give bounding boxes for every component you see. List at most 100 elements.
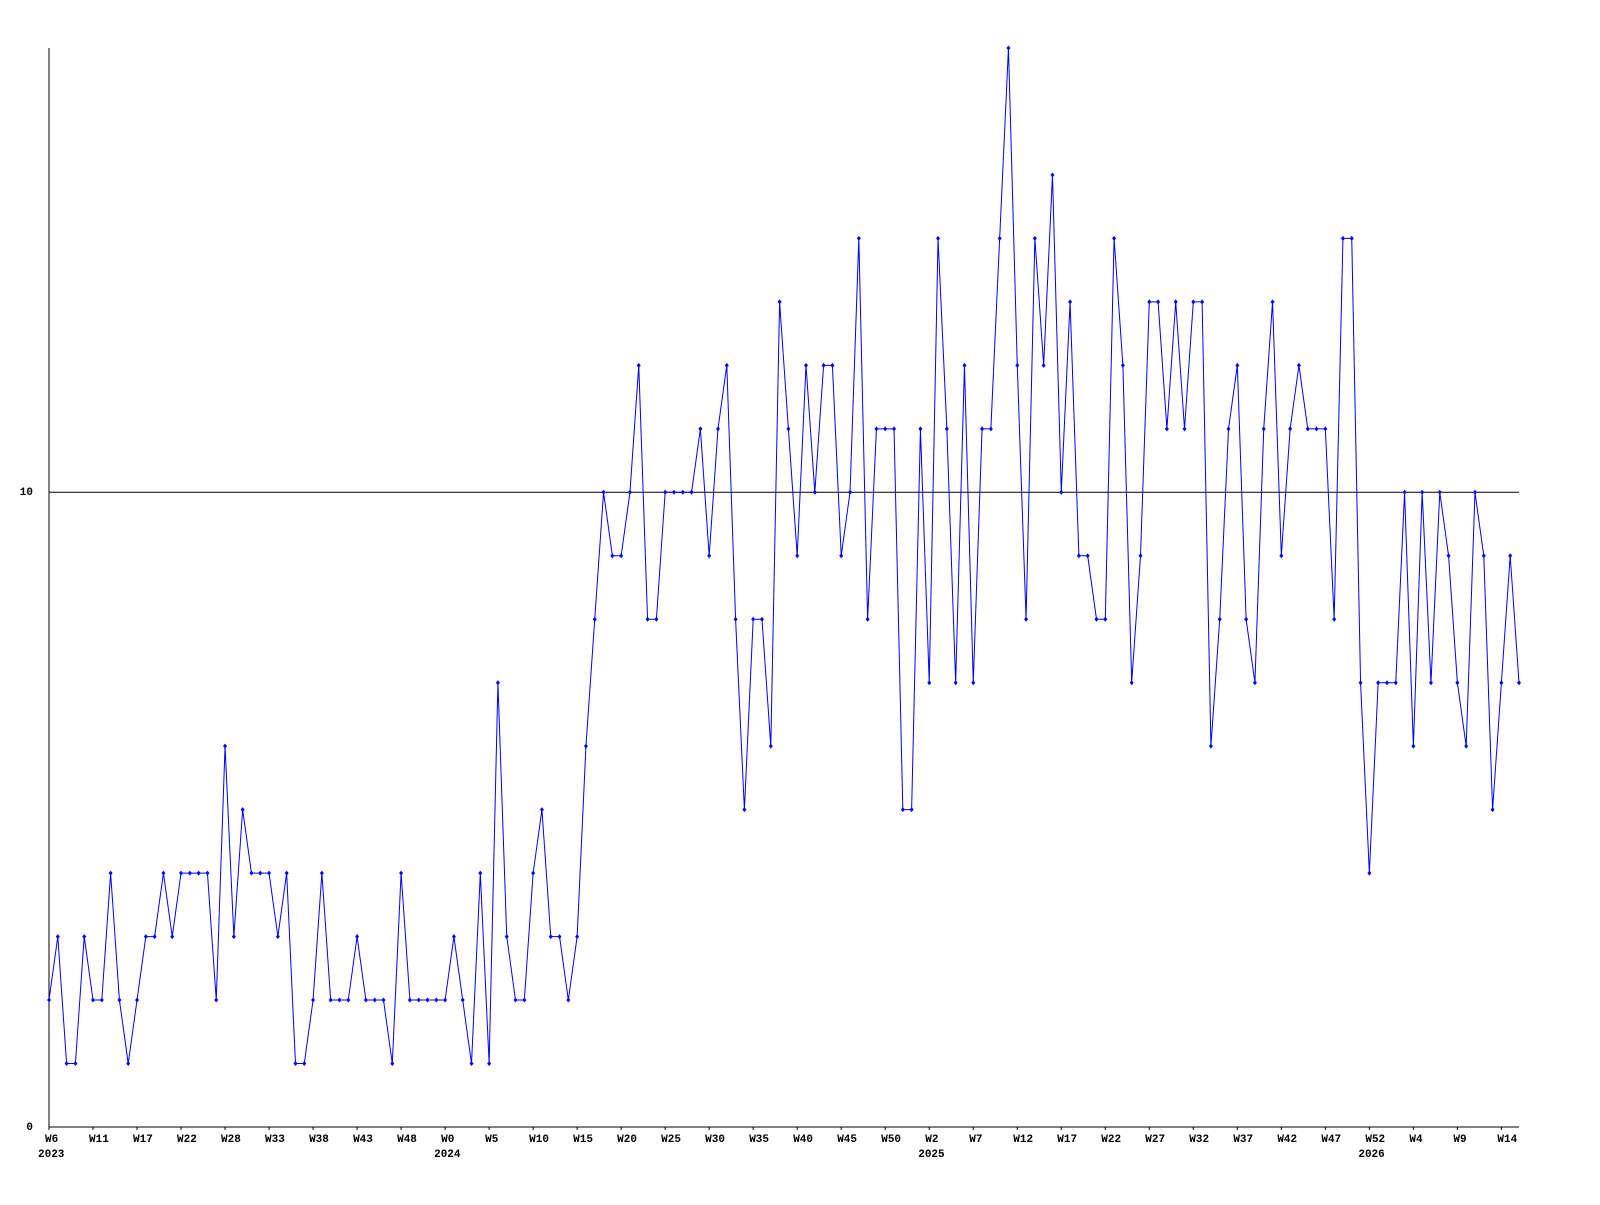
data-point: [187, 870, 192, 876]
data-point: [460, 997, 465, 1003]
data-point: [1235, 362, 1240, 368]
data-point: [1094, 616, 1099, 622]
data-point: [47, 997, 51, 1003]
x-tick-label: W48: [397, 1134, 417, 1146]
data-point: [900, 807, 905, 813]
x-year-label: 2024: [434, 1149, 461, 1161]
data-point: [1191, 299, 1196, 305]
data-point: [55, 934, 60, 940]
data-point: [425, 997, 430, 1003]
data-point: [1332, 616, 1337, 622]
data-point: [469, 1061, 474, 1067]
data-point: [495, 680, 500, 686]
data-point: [231, 934, 236, 940]
data-point: [980, 426, 985, 432]
data-point: [751, 616, 756, 622]
x-tick-label: W15: [573, 1134, 593, 1146]
data-point: [918, 426, 923, 432]
x-tick-label: W7: [969, 1134, 982, 1146]
data-point: [64, 1061, 69, 1067]
data-point: [795, 553, 800, 559]
data-point: [715, 426, 720, 432]
data-point: [258, 870, 263, 876]
x-tick-label: W45: [837, 1134, 857, 1146]
data-point: [1032, 235, 1037, 241]
data-point: [99, 997, 104, 1003]
x-tick-label: W35: [749, 1134, 769, 1146]
data-point: [663, 489, 668, 495]
data-point: [73, 1061, 78, 1067]
x-tick-label: W25: [661, 1134, 681, 1146]
data-point: [399, 870, 404, 876]
data-point: [1472, 489, 1477, 495]
data-point: [434, 997, 439, 1003]
data-point: [267, 870, 272, 876]
data-point: [997, 235, 1002, 241]
data-point: [927, 680, 932, 686]
data-point: [1464, 743, 1469, 749]
data-point: [1305, 426, 1310, 432]
data-point: [1024, 616, 1029, 622]
x-tick-label: W17: [133, 1134, 153, 1146]
data-point: [1314, 426, 1319, 432]
data-point: [179, 870, 184, 876]
data-point: [610, 553, 615, 559]
x-tick-label: W5: [485, 1134, 499, 1146]
x-tick-label: W9: [1453, 1134, 1466, 1146]
x-tick-label: W4: [1409, 1134, 1423, 1146]
x-tick-label: W17: [1057, 1134, 1077, 1146]
x-tick-label: W27: [1145, 1134, 1165, 1146]
data-point: [1261, 426, 1266, 432]
x-tick-label: W43: [353, 1134, 373, 1146]
data-point: [522, 997, 527, 1003]
data-point: [1138, 553, 1143, 559]
data-point: [1340, 235, 1345, 241]
x-tick-label: W50: [881, 1134, 901, 1146]
data-point: [1015, 362, 1020, 368]
data-point: [117, 997, 122, 1003]
data-point: [768, 743, 773, 749]
data-point: [1499, 680, 1504, 686]
data-point: [372, 997, 377, 1003]
data-point: [1411, 743, 1416, 749]
data-point: [161, 870, 166, 876]
data-point: [1112, 235, 1117, 241]
x-year-label: 2026: [1358, 1149, 1384, 1161]
data-point: [451, 934, 456, 940]
data-point: [1367, 870, 1372, 876]
x-tick-label: W47: [1321, 1134, 1341, 1146]
data-point: [1455, 680, 1460, 686]
data-point: [284, 870, 289, 876]
data-point: [1200, 299, 1205, 305]
data-point: [1050, 172, 1055, 178]
data-point: [205, 870, 210, 876]
data-point: [240, 807, 245, 813]
data-point: [143, 934, 148, 940]
data-point: [786, 426, 791, 432]
data-point: [337, 997, 342, 1003]
data-point: [1420, 489, 1425, 495]
data-point: [874, 426, 879, 432]
x-year-label: 2025: [918, 1149, 945, 1161]
data-point: [293, 1061, 298, 1067]
data-point: [636, 362, 641, 368]
data-point: [1384, 680, 1389, 686]
data-point: [1270, 299, 1275, 305]
x-tick-label: W22: [1101, 1134, 1121, 1146]
x-year-label: 2023: [38, 1149, 65, 1161]
data-point: [1226, 426, 1231, 432]
data-point: [583, 743, 588, 749]
data-point: [759, 616, 764, 622]
data-point: [839, 553, 844, 559]
x-tick-label: W6: [45, 1134, 58, 1146]
data-point: [1296, 362, 1301, 368]
data-point: [91, 997, 96, 1003]
data-point: [909, 807, 914, 813]
data-point: [821, 362, 826, 368]
data-point: [1508, 553, 1513, 559]
data-point: [1358, 680, 1363, 686]
data-point: [275, 934, 280, 940]
data-point: [1164, 426, 1169, 432]
data-point: [892, 426, 897, 432]
